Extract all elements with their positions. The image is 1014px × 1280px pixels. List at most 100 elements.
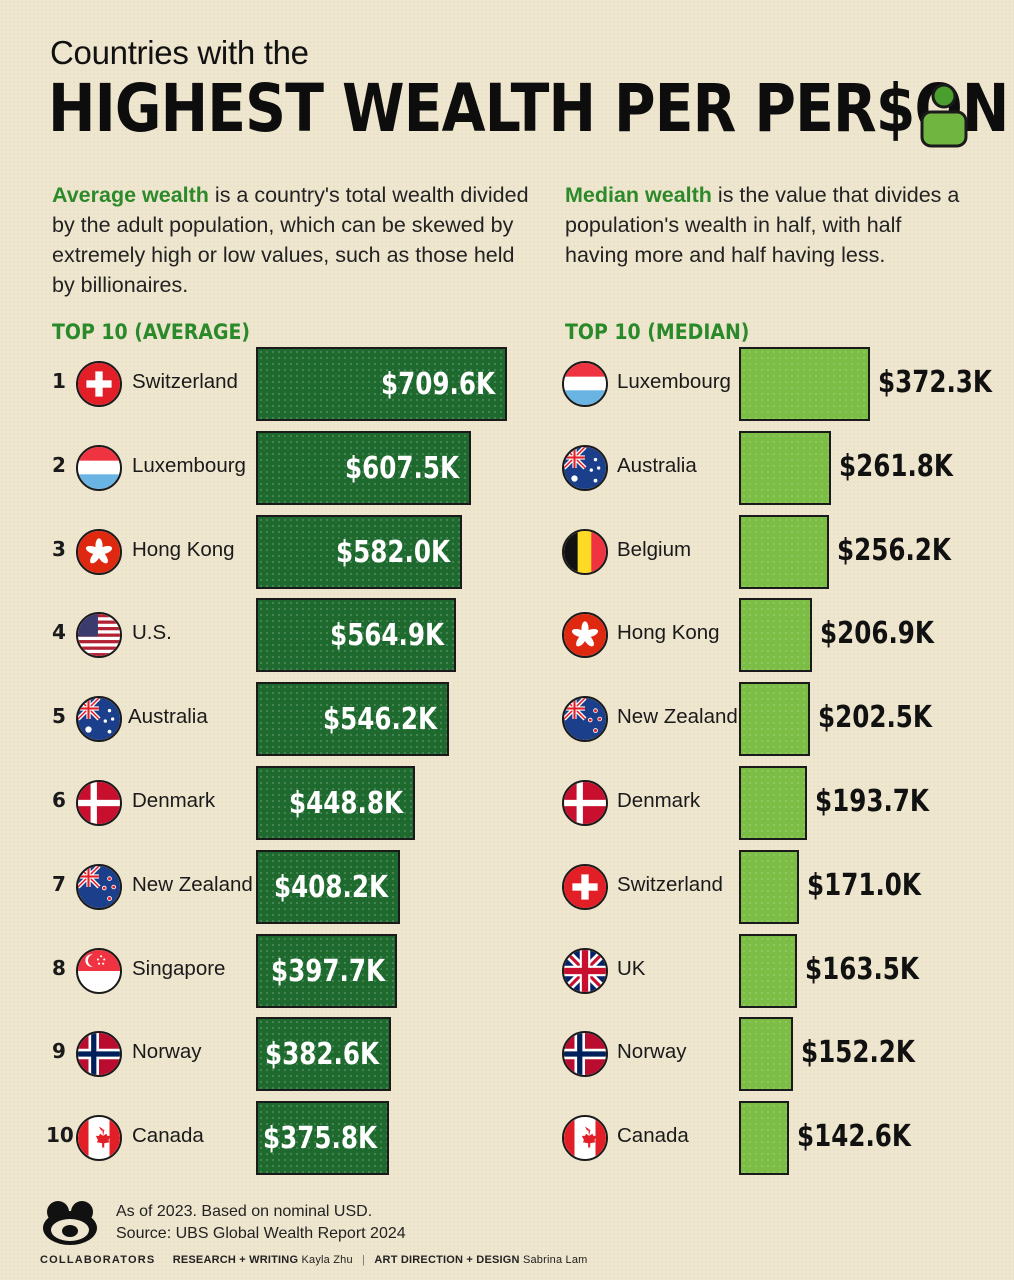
median-row-denmark: Denmark $193.7K [0, 766, 1000, 842]
rank-number: 7 [52, 871, 66, 896]
footnote-source: Source: UBS Global Wealth Report 2024 [116, 1225, 406, 1242]
median-row-hong-kong: Hong Kong $206.9K [0, 598, 1000, 674]
credit-role-design: ART DIRECTION + DESIGN [374, 1254, 520, 1266]
denmark-flag-icon [76, 780, 122, 826]
median-bar [739, 933, 797, 1008]
bar-value-label: $448.8K [289, 786, 403, 821]
country-label: Switzerland [617, 872, 723, 896]
median-row-australia: Australia $261.8K [0, 430, 1000, 507]
median-bar [739, 1101, 789, 1176]
median-row-new-zealand: New Zealand $202.5K [0, 682, 1000, 758]
country-label: Canada [132, 1124, 204, 1148]
median-bar [739, 514, 829, 589]
credit-role-research: RESEARCH + WRITING [172, 1254, 299, 1266]
bar-value-label: $193.7K [815, 784, 929, 819]
bar-value-label: $607.5K [345, 450, 459, 486]
average-row-switzerland: 1 Switzerland $709.6K [0, 347, 540, 423]
page-subtitle: Countries with the [50, 34, 309, 71]
average-bar: $397.7K [256, 933, 397, 1008]
median-bar [739, 766, 807, 840]
country-label: Hong Kong [132, 537, 235, 561]
country-label: Luxembourg [617, 370, 731, 393]
bar-value-label: $564.9K [330, 618, 444, 654]
bar-value-label: $202.5K [818, 700, 932, 736]
average-row-u-s: 4 U.S. $564.9K [0, 598, 540, 674]
average-bar: $564.9K [256, 598, 456, 673]
rank-number: 2 [52, 452, 66, 477]
median-bar [739, 682, 810, 757]
country-label: Switzerland [132, 370, 238, 393]
footnote-date: As of 2023. Based on nominal USD. [116, 1203, 373, 1220]
page-title: HIGHEST WEALTH PER PER$ON [48, 70, 1009, 147]
average-row-denmark: 6 Denmark $448.8K [0, 766, 540, 842]
average-wealth-definition: Average wealth is a country's total weal… [52, 183, 529, 297]
credit-separator: | [362, 1254, 366, 1266]
brand-name: COLLABORATORS [40, 1254, 156, 1266]
denmark-flag-icon [562, 780, 608, 826]
bar-value-label: $142.6K [797, 1119, 911, 1155]
country-label: Norway [617, 1040, 687, 1064]
new-zealand-flag-icon [562, 696, 608, 743]
median-bar [739, 598, 812, 673]
belgium-flag-icon [562, 528, 608, 575]
median-wealth-definition: Median wealth is the value that divides … [565, 183, 960, 267]
bar-value-label: $152.2K [801, 1035, 915, 1071]
country-label: Denmark [132, 789, 216, 812]
average-bar: $375.8K [256, 1101, 389, 1176]
country-label: Norway [132, 1040, 202, 1064]
country-label: New Zealand [617, 705, 738, 729]
bar-value-label: $397.7K [271, 953, 385, 989]
bar-value-label: $582.0K [336, 534, 450, 570]
median-section-label: TOP 10 (MEDIAN) [565, 320, 750, 344]
average-bar: $382.6K [256, 1017, 391, 1092]
norway-flag-icon [562, 1031, 608, 1078]
rank-number: 3 [52, 536, 66, 561]
new-zealand-flag-icon [76, 863, 122, 910]
country-label: U.S. [132, 621, 172, 645]
rank-number: 8 [52, 955, 66, 980]
bar-value-label: $372.3K [878, 365, 992, 400]
bar-value-label: $261.8K [839, 448, 953, 484]
bar-value-label: $408.2K [274, 869, 388, 905]
canada-flag-icon [76, 1115, 122, 1162]
luxembourg-flag-icon [76, 444, 122, 491]
person-icon [920, 83, 968, 148]
credits: COLLABORATORS RESEARCH + WRITING Kayla Z… [40, 1254, 588, 1266]
median-row-uk: UK $163.5K [0, 933, 1000, 1010]
average-bar: $546.2K [256, 682, 449, 757]
average-bar: $408.2K [256, 849, 400, 924]
average-row-norway: 9 Norway $382.6K [0, 1017, 540, 1093]
rank-number: 9 [52, 1039, 66, 1064]
average-bar: $709.6K [256, 347, 507, 421]
country-label: Canada [617, 1124, 689, 1148]
luxembourg-flag-icon [562, 361, 608, 407]
average-row-luxembourg: 2 Luxembourg $607.5K [0, 430, 540, 507]
bar-value-label: $382.6K [265, 1037, 379, 1073]
average-row-hong-kong: 3 Hong Kong $582.0K [0, 514, 540, 591]
rank-number: 6 [52, 788, 66, 812]
country-label: Belgium [617, 537, 692, 561]
uk-flag-icon [562, 947, 608, 994]
average-row-singapore: 8 Singapore $397.7K [0, 933, 540, 1010]
median-row-switzerland: Switzerland $171.0K [0, 849, 1000, 926]
hong-kong-flag-icon [562, 612, 608, 659]
country-label: New Zealand [132, 872, 253, 896]
singapore-flag-icon [76, 947, 122, 994]
collaborators-logo-icon [43, 1201, 97, 1245]
average-row-canada: 10 Canada $375.8K [0, 1101, 540, 1177]
country-label: Singapore [132, 956, 226, 980]
switzerland-flag-icon [76, 361, 122, 407]
median-row-canada: Canada $142.6K [0, 1101, 1000, 1177]
median-bar [739, 1017, 793, 1092]
rank-number: 4 [52, 620, 66, 645]
us-flag-icon [76, 612, 122, 659]
country-label: Hong Kong [617, 621, 720, 645]
bar-value-label: $256.2K [837, 532, 951, 568]
country-label: Australia [128, 705, 208, 729]
rank-number: 10 [46, 1123, 74, 1148]
median-bar [739, 347, 870, 421]
credit-person-design: Sabrina Lam [522, 1254, 588, 1266]
country-label: Australia [617, 453, 697, 477]
average-section-label: TOP 10 (AVERAGE) [52, 320, 251, 344]
australia-flag-icon [76, 696, 122, 743]
